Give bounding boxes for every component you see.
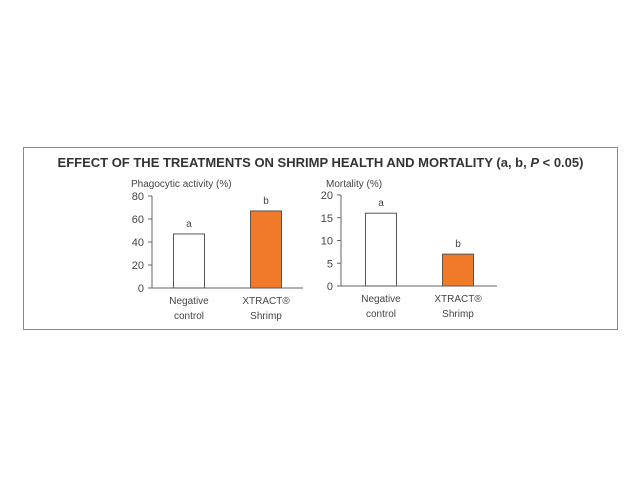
bar — [442, 253, 474, 287]
y-tick-label: 40 — [132, 237, 144, 249]
chart-panel-1: Phagocytic activity (%) 0 20 40 60 80 a Negativ… — [131, 179, 303, 322]
x-tick-label: Shrimp — [442, 309, 474, 320]
y-tick-label: 60 — [132, 214, 144, 226]
x-tick-label: control — [366, 309, 396, 320]
x-tick-label: control — [174, 311, 204, 322]
figure-title-suffix: < 0.05) — [539, 155, 584, 170]
x-tick-label: XTRACT® — [434, 294, 482, 305]
figure-title-p: P — [530, 155, 540, 170]
x-tick-label: Negative — [169, 296, 209, 307]
y-tick-label: 10 — [321, 236, 333, 248]
bar — [365, 212, 397, 287]
y-tick-label: 5 — [327, 258, 333, 270]
x-tick-label: Negative — [361, 294, 401, 305]
chart-panel-2: Mortality (%) 0 5 10 15 20 a Negative control b XT… — [321, 179, 497, 320]
chart-title: Mortality (%) — [326, 179, 382, 190]
x-tick-label: Shrimp — [250, 311, 282, 322]
significance-letter: b — [455, 239, 461, 250]
x-tick-label: XTRACT® — [242, 296, 290, 307]
y-tick-label: 20 — [132, 260, 144, 272]
figure-title: EFFECT OF THE TREATMENTS ON SHRIMP HEALT… — [24, 155, 617, 170]
y-tick-label: 0 — [138, 283, 144, 295]
figure-title-text: EFFECT OF THE TREATMENTS ON SHRIMP HEALT… — [57, 155, 531, 170]
chart-title: Phagocytic activity (%) — [131, 179, 232, 190]
bar — [250, 210, 282, 289]
y-tick-label: 20 — [321, 190, 333, 202]
significance-letter: b — [263, 196, 269, 207]
figure-frame: EFFECT OF THE TREATMENTS ON SHRIMP HEALT… — [23, 147, 618, 330]
significance-letter: a — [186, 219, 192, 230]
y-tick-label: 0 — [327, 281, 333, 293]
y-tick-label: 80 — [132, 191, 144, 203]
bar — [173, 233, 205, 289]
y-tick-label: 15 — [321, 213, 333, 225]
significance-letter: a — [378, 198, 384, 209]
